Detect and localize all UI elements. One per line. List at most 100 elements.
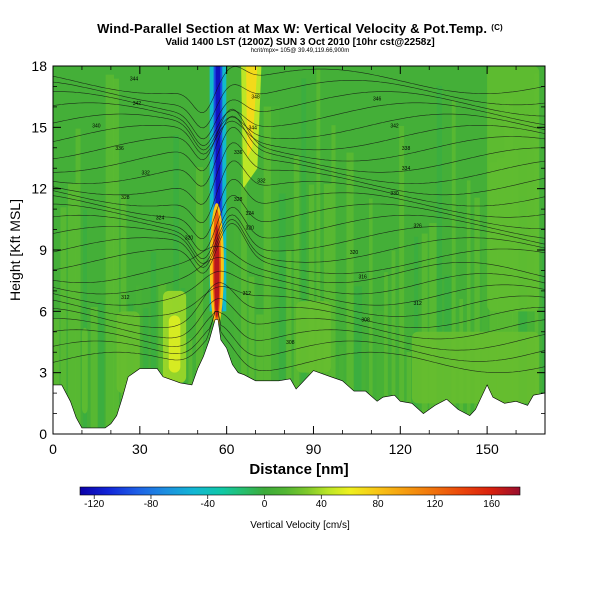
velocity-band (105, 74, 115, 434)
isentrope-label: 336 (234, 150, 243, 156)
isentrope-label: 328 (121, 195, 130, 201)
velocity-band (53, 319, 60, 434)
isentrope-line (53, 245, 545, 283)
velocity-band (68, 183, 77, 434)
x-axis-label: Distance [nm] (249, 461, 348, 478)
velocity-band (195, 167, 203, 434)
isentrope-label: 334 (402, 166, 411, 172)
x-tick-label: 90 (306, 441, 322, 457)
colorbar-tick-label: -120 (84, 499, 104, 510)
y-tick-label: 12 (31, 181, 47, 197)
colorbar-tick-label: -40 (201, 499, 216, 510)
isentrope-label: 320 (185, 236, 194, 242)
parameters-subtitle: hcrit/mpx= 105@ 39.49,119.66,900m (250, 48, 350, 54)
isentrope-label: 308 (361, 318, 370, 324)
velocity-band (361, 341, 366, 434)
updraft-core (214, 225, 220, 318)
y-tick-label: 0 (39, 426, 47, 442)
isentrope-label: 348 (251, 95, 260, 101)
x-tick-label: 60 (219, 441, 235, 457)
isentrope-line (53, 113, 545, 151)
velocity-band (519, 196, 528, 434)
isentrope-label: 332 (141, 170, 150, 176)
velocity-band (301, 78, 307, 434)
terrain (53, 319, 545, 434)
isentrope-line (53, 311, 545, 374)
isentrope-label: 330 (390, 191, 399, 197)
isentrope-line (53, 257, 545, 295)
colorbar-label: Vertical Velocity [cm/s] (250, 520, 350, 531)
isentrope-line (53, 194, 545, 252)
upper-updraft-core (246, 66, 258, 158)
valid-time-subtitle: Valid 1400 LST (1200Z) SUN 3 Oct 2010 [1… (165, 37, 435, 48)
chart-title: Wind-Parallel Section at Max W: Vertical… (0, 21, 600, 36)
isentrope-label: 312 (121, 295, 130, 301)
velocity-band (376, 310, 385, 434)
isentrope-label: 342 (133, 101, 142, 107)
velocity-band (369, 198, 373, 434)
velocity-band (542, 240, 545, 434)
x-axis: 0 30 60 90 120 150 (49, 66, 517, 457)
colorbar-tick-label: 0 (262, 499, 268, 510)
isentrope-line (53, 298, 545, 340)
velocity-band (90, 307, 98, 434)
y-tick-label: 18 (31, 58, 47, 74)
colorbar-gradient (79, 486, 521, 496)
velocity-band (241, 112, 247, 434)
velocity-band (271, 105, 280, 434)
velocity-band (353, 286, 362, 434)
isentrope-label: 326 (413, 223, 422, 229)
isentrope-label: 340 (92, 123, 101, 129)
isentrope-label: 320 (246, 226, 255, 232)
isentrope-line (53, 218, 545, 268)
isentrope-line (53, 311, 545, 362)
colorbar-tick-label: 120 (426, 499, 443, 510)
isentrope-label: 344 (249, 125, 258, 131)
velocity-band (60, 207, 67, 434)
isentrope-line (53, 108, 545, 162)
isentrope-label: 324 (246, 211, 255, 217)
copyright-mark: (C) (491, 23, 503, 32)
velocity-band (406, 351, 411, 434)
colorbar-tick-label: 80 (373, 499, 385, 510)
isentrope-line (53, 126, 545, 187)
velocity-band (158, 283, 167, 434)
velocity-band (168, 315, 181, 373)
isentrope-line (53, 178, 545, 240)
isentrope-label: 316 (358, 275, 367, 281)
y-tick-label: 9 (39, 242, 47, 258)
chart-title-text: Wind-Parallel Section at Max W: Vertical… (97, 21, 488, 36)
isentrope-label: 324 (156, 215, 165, 221)
isentropes (53, 66, 545, 374)
isentrope-line (53, 160, 545, 224)
y-tick-label: 6 (39, 303, 47, 319)
isentrope-line (53, 102, 545, 147)
y-tick-label: 3 (39, 365, 47, 381)
isentrope-label: 332 (257, 178, 266, 184)
velocity-band (293, 155, 300, 434)
velocity-band (286, 249, 292, 434)
isentrope-label: 344 (130, 76, 139, 82)
isentrope-label: 342 (390, 123, 399, 129)
velocity-band (399, 125, 405, 434)
isentrope-line (53, 66, 545, 113)
isentrope-label: 312 (413, 301, 422, 307)
isentrope-line (53, 115, 545, 173)
isentrope-label: 338 (402, 146, 411, 152)
x-tick-label: 30 (132, 441, 148, 457)
y-axis-label: Height [Kft MSL] (7, 199, 23, 301)
velocity-band (316, 68, 321, 434)
isentrope-label: 312 (243, 291, 252, 297)
isentrope-line (53, 91, 545, 140)
velocity-band (346, 152, 354, 434)
isentrope-line (53, 270, 545, 306)
velocity-band (263, 106, 272, 434)
velocity-band (391, 250, 396, 434)
isentrope-line (53, 222, 545, 274)
isentrope-line (53, 286, 545, 317)
plot-area: 344 342 340 336 332 328 324 320 312 348 344 336 332 3… (53, 66, 545, 434)
velocity-band (296, 301, 331, 373)
velocity-band (81, 327, 88, 414)
y-tick-label: 15 (31, 119, 47, 135)
isentrope-label: 336 (115, 146, 124, 152)
